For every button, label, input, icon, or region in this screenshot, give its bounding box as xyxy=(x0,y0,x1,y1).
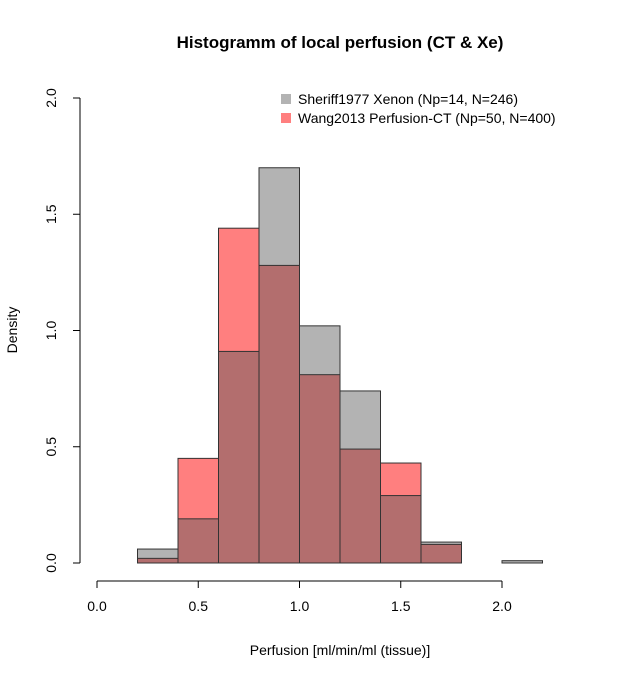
bar-top-segment xyxy=(137,549,178,559)
bars-group xyxy=(137,167,543,564)
y-axis-label: Density xyxy=(4,307,20,354)
legend-label: Wang2013 Perfusion-CT (Np=50, N=400) xyxy=(298,110,556,126)
bar-overlap-segment xyxy=(299,374,340,563)
y-tick-label: 1.5 xyxy=(43,204,59,224)
x-tick-label: 1.0 xyxy=(290,598,310,614)
x-tick-label: 1.5 xyxy=(391,598,411,614)
bar-top-segment xyxy=(299,325,340,375)
bar-xenon xyxy=(501,560,543,564)
chart-title: Histogramm of local perfusion (CT & Xe) xyxy=(177,33,504,52)
bar-overlap-segment xyxy=(380,495,421,563)
bar-top-segment xyxy=(421,542,462,545)
y-tick-label: 2.0 xyxy=(43,88,59,108)
bar-perfusion-ct xyxy=(420,543,462,564)
bar-top-segment xyxy=(340,390,381,450)
bar-top-segment xyxy=(218,228,259,352)
legend: Sheriff1977 Xenon (Np=14, N=246) Wang2013… xyxy=(281,91,556,126)
bar-overlap-segment xyxy=(137,558,178,563)
x-tick-label: 0.5 xyxy=(189,598,209,614)
bar-overlap-segment xyxy=(218,351,259,563)
bar-overlap-segment xyxy=(178,518,219,563)
legend-label: Sheriff1977 Xenon (Np=14, N=246) xyxy=(298,91,518,107)
bar-perfusion-ct xyxy=(380,462,422,564)
bar-top-segment xyxy=(502,560,543,563)
legend-swatch xyxy=(281,113,291,123)
bar-overlap-segment xyxy=(421,544,462,563)
y-ticks-group: 0.0 0.5 1.0 1.5 2.0 xyxy=(43,88,80,573)
x-ticks-group: 0.0 0.5 1.0 1.5 2.0 xyxy=(87,581,512,614)
bar-overlap-segment xyxy=(259,265,300,563)
bar-top-segment xyxy=(259,167,300,266)
y-tick-label: 1.0 xyxy=(43,321,59,341)
x-tick-label: 0.0 xyxy=(87,598,107,614)
bar-top-segment xyxy=(380,463,421,496)
y-tick-label: 0.5 xyxy=(43,437,59,457)
x-axis-label: Perfusion [ml/min/ml (tissue)] xyxy=(250,642,430,658)
bar-top-segment xyxy=(178,458,219,519)
x-tick-label: 2.0 xyxy=(492,598,512,614)
legend-swatch xyxy=(281,94,291,104)
y-tick-label: 0.0 xyxy=(43,553,59,573)
bar-overlap-segment xyxy=(340,449,381,563)
